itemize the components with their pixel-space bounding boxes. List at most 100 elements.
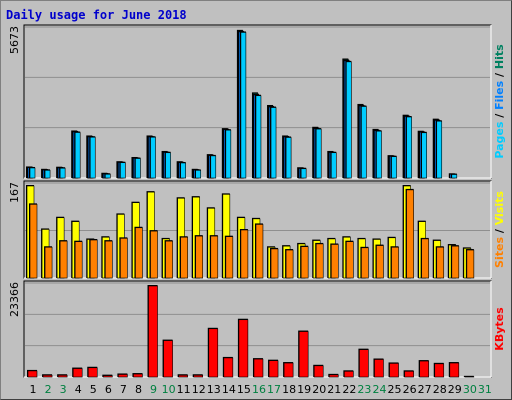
bar-sites: [255, 224, 264, 279]
side-label-part: Visits: [493, 191, 506, 226]
bar-kbytes: [374, 359, 384, 378]
bar-sites: [74, 241, 83, 279]
bar-kbytes: [148, 285, 158, 378]
bar-pages: [346, 61, 352, 179]
bar-pages: [135, 158, 141, 179]
bar-sites: [105, 240, 113, 279]
bar-sites: [89, 239, 98, 279]
bar-kbytes: [208, 328, 219, 378]
x-tick-label: 11: [177, 383, 191, 396]
bar-pages: [74, 132, 81, 179]
x-tick-label: 30: [463, 383, 477, 396]
x-tick-label: 25: [388, 383, 402, 396]
x-tick-label: 7: [120, 383, 127, 396]
side-label-part: Sites: [493, 237, 506, 268]
bar-kbytes: [404, 371, 414, 378]
bar-kbytes: [57, 374, 68, 378]
x-tick-label: 2: [45, 383, 52, 396]
bar-sites: [120, 238, 128, 279]
bar-sites: [195, 235, 204, 279]
bar-kbytes: [434, 363, 445, 378]
bar-kbytes: [298, 331, 309, 378]
bar-sites: [361, 247, 369, 279]
bar-sites: [376, 245, 384, 279]
x-tick-label: 29: [448, 383, 462, 396]
side-label-1: Sites / Visits: [493, 191, 506, 268]
bar-kbytes: [118, 374, 128, 378]
bar-sites: [300, 246, 309, 279]
bar-pages: [451, 174, 458, 179]
bar-kbytes: [133, 373, 143, 378]
bar-pages: [300, 168, 307, 179]
bar-pages: [391, 156, 397, 179]
x-tick-label: 8: [135, 383, 142, 396]
chart-title: Daily usage for June 2018: [6, 8, 187, 22]
x-tick-label: 23: [357, 383, 371, 396]
x-tick-label: 17: [267, 383, 281, 396]
bar-kbytes: [313, 365, 324, 378]
bar-sites: [135, 227, 143, 279]
bar-pages: [195, 170, 202, 179]
bar-pages: [59, 167, 66, 179]
bar-sites: [346, 241, 354, 279]
bar-sites: [421, 238, 429, 279]
x-tick-label: 5: [90, 383, 97, 396]
x-tick-label: 20: [312, 383, 326, 396]
bar-pages: [105, 173, 111, 179]
bar-sites: [59, 240, 68, 279]
bar-pages: [165, 152, 171, 179]
bar-kbytes: [419, 360, 429, 378]
x-tick-label: 6: [105, 383, 112, 396]
x-tick-label: 4: [75, 383, 82, 396]
bar-pages: [406, 116, 412, 179]
x-tick-label: 22: [342, 383, 356, 396]
y-max-label-1: 167: [8, 182, 21, 203]
bar-sites: [466, 249, 475, 279]
bar-kbytes: [344, 371, 354, 378]
side-label-part: Pages: [493, 121, 506, 159]
bar-pages: [270, 107, 277, 179]
bar-pages: [376, 130, 382, 179]
x-tick-label: 10: [162, 383, 176, 396]
bar-pages: [89, 136, 96, 179]
bar-pages: [210, 155, 217, 179]
x-tick-label: 9: [150, 383, 157, 396]
bar-pages: [44, 170, 51, 179]
bar-pages: [361, 106, 367, 179]
side-label-part: /: [493, 110, 506, 122]
side-label-2: KBytes: [493, 307, 506, 351]
bar-kbytes: [359, 349, 369, 378]
bar-sites: [29, 204, 38, 279]
bar-kbytes-shadow: [463, 375, 474, 377]
side-label-part: Files: [493, 80, 506, 110]
bar-kbytes: [268, 360, 279, 378]
y-max-label-2: 23366: [8, 282, 21, 317]
x-tick-label: 16: [252, 383, 266, 396]
x-tick-label: 14: [222, 383, 236, 396]
y-max-label-0: 5673: [8, 26, 21, 54]
x-tick-label: 27: [418, 383, 432, 396]
bar-kbytes: [449, 362, 460, 378]
x-tick-label: 21: [327, 383, 341, 396]
bar-kbytes: [389, 363, 399, 378]
bar-sites: [240, 229, 249, 279]
bar-kbytes: [283, 362, 294, 378]
bar-pages: [285, 137, 292, 179]
bar-pages: [29, 167, 36, 179]
x-tick-label: 31: [478, 383, 492, 396]
bar-kbytes: [163, 340, 173, 378]
x-tick-label: 3: [60, 383, 67, 396]
x-tick-label: 18: [282, 383, 296, 396]
bar-pages: [120, 162, 126, 179]
bar-kbytes: [72, 368, 83, 378]
bar-pages: [225, 129, 232, 179]
x-tick-label: 15: [237, 383, 251, 396]
bar-kbytes: [27, 370, 38, 378]
bar-sites: [391, 246, 399, 279]
bar-kbytes: [223, 357, 234, 378]
bar-pages: [150, 136, 156, 179]
x-tick-label: 19: [297, 383, 311, 396]
bar-sites: [285, 249, 294, 279]
